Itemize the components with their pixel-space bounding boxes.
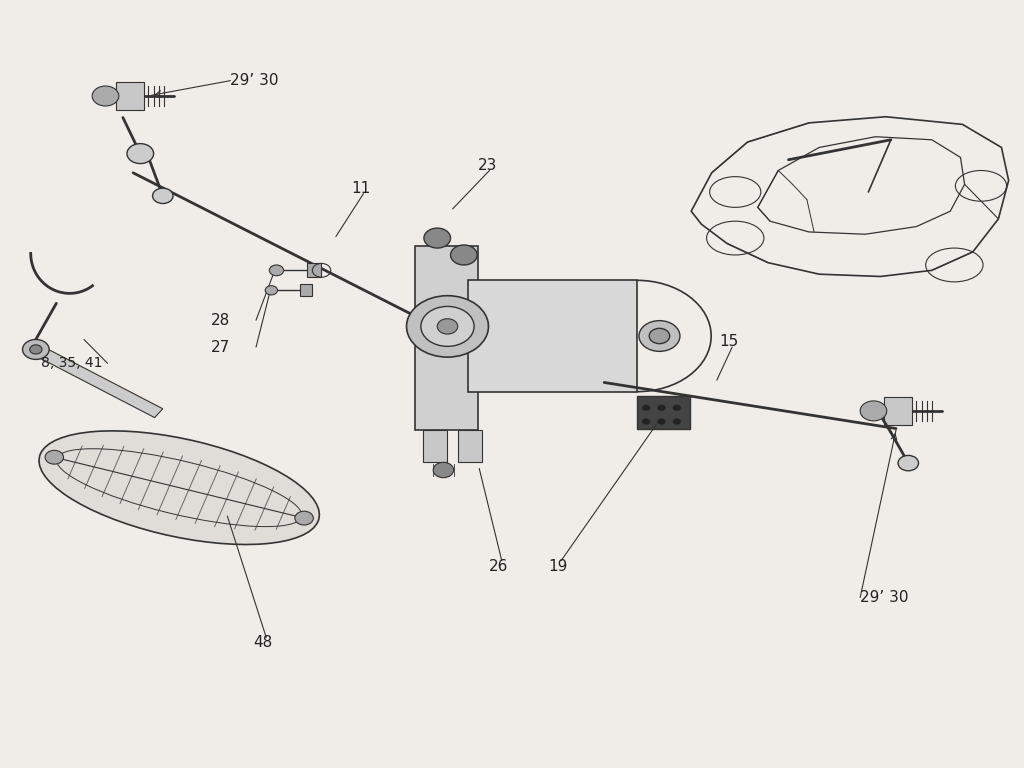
- Bar: [116, 82, 144, 110]
- Text: 8, 35, 41: 8, 35, 41: [41, 356, 102, 370]
- Circle shape: [860, 401, 887, 421]
- Circle shape: [639, 321, 680, 352]
- Circle shape: [153, 188, 173, 204]
- Bar: [307, 263, 321, 277]
- Circle shape: [424, 228, 451, 248]
- Bar: [415, 246, 478, 430]
- Text: 11: 11: [351, 180, 370, 196]
- Circle shape: [295, 511, 313, 525]
- Ellipse shape: [39, 431, 319, 545]
- Text: 26: 26: [489, 558, 508, 574]
- Bar: [300, 284, 312, 296]
- Circle shape: [442, 328, 459, 340]
- Circle shape: [673, 419, 681, 425]
- Bar: [884, 397, 912, 425]
- Circle shape: [127, 144, 154, 164]
- Circle shape: [433, 462, 454, 478]
- Text: 27: 27: [211, 339, 230, 355]
- Circle shape: [898, 455, 919, 471]
- Circle shape: [45, 450, 63, 464]
- Circle shape: [657, 405, 666, 411]
- Text: 29’ 30: 29’ 30: [230, 73, 279, 88]
- Text: 15: 15: [720, 334, 738, 349]
- Circle shape: [673, 405, 681, 411]
- Bar: [468, 280, 637, 392]
- Text: 28: 28: [211, 313, 230, 328]
- Circle shape: [657, 419, 666, 425]
- Circle shape: [451, 245, 477, 265]
- Bar: [637, 396, 690, 429]
- Bar: [423, 430, 447, 462]
- Circle shape: [421, 306, 474, 346]
- Circle shape: [23, 339, 49, 359]
- Text: 19: 19: [549, 558, 567, 574]
- Bar: [458, 430, 482, 462]
- Circle shape: [30, 345, 42, 354]
- Circle shape: [642, 405, 650, 411]
- Circle shape: [265, 286, 278, 295]
- Text: 48: 48: [254, 635, 272, 650]
- Circle shape: [642, 419, 650, 425]
- Circle shape: [407, 296, 488, 357]
- Circle shape: [437, 319, 458, 334]
- Text: 23: 23: [478, 157, 497, 173]
- Polygon shape: [32, 345, 163, 418]
- Circle shape: [649, 329, 670, 344]
- Circle shape: [92, 86, 119, 106]
- Circle shape: [269, 265, 284, 276]
- Text: 29’ 30: 29’ 30: [860, 590, 908, 605]
